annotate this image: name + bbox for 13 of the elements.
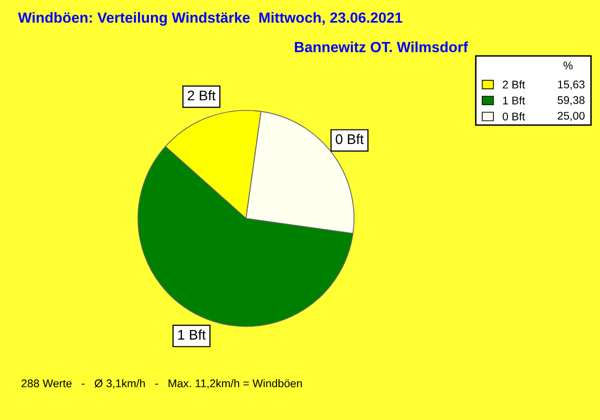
data-label: 15,63: [558, 80, 585, 90]
legend-title: %: [564, 62, 573, 70]
legend-label: 0 Bft: [502, 112, 526, 120]
chart-subtitle: Bannewitz OT. Wilmsdorf: [294, 42, 468, 52]
chart-title: Windböen: Verteilung Windstärke Mittwoch, 23.06.2021: [18, 12, 402, 26]
slice-label: 0 Bft: [336, 134, 364, 144]
slice-label: 2 Bft: [188, 90, 216, 100]
slice-label: 1 Bft: [178, 330, 206, 340]
text: 288 Werte - Ø 3,1km/h - Max. 11,2km/h = Windböen: [22, 379, 302, 389]
legend-label: 2 Bft: [502, 80, 526, 88]
legend-label: 1 Bft: [503, 96, 526, 104]
data-label: 59,38: [558, 96, 585, 106]
data-label: 25,00: [558, 112, 585, 122]
